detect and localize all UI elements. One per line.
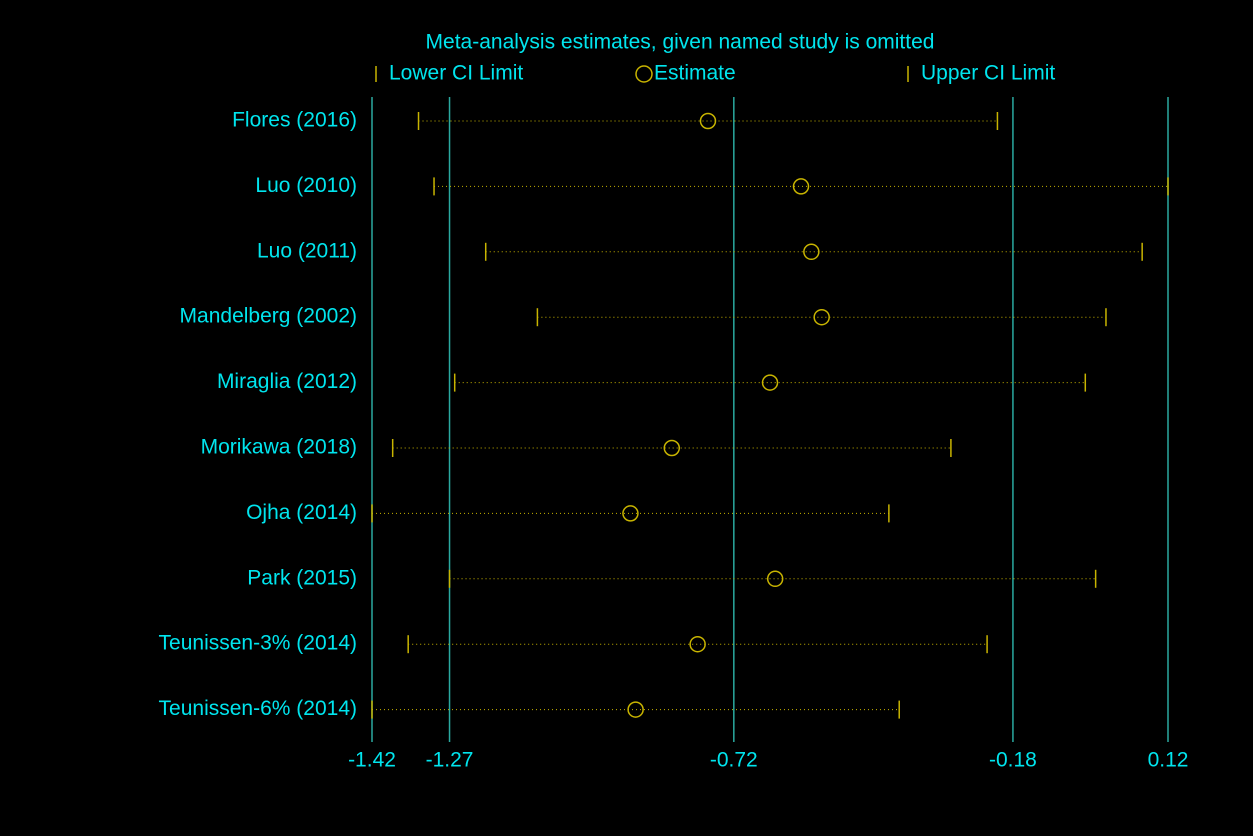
x-tick-label: 0.12	[1148, 749, 1189, 772]
chart-title: Meta-analysis estimates, given named stu…	[426, 31, 935, 54]
estimate	[803, 243, 820, 261]
legend-label: Estimate	[654, 62, 736, 85]
y-tick-label: Morikawa (2018)	[201, 436, 357, 459]
y-tick-label: Flores (2016)	[232, 109, 357, 132]
x-tick-label: -1.42	[348, 749, 396, 772]
legend-label: Upper CI Limit	[921, 62, 1055, 85]
estimate	[766, 570, 784, 588]
y-tick-label: Park (2015)	[247, 566, 357, 589]
y-tick-label: Ojha (2014)	[246, 501, 357, 524]
x-tick-label: -0.18	[989, 749, 1037, 772]
estimate	[627, 701, 644, 718]
legend-marker	[635, 65, 653, 83]
y-tick-label: Mandelberg (2002)	[180, 305, 357, 328]
estimate	[813, 308, 830, 326]
estimate	[761, 374, 779, 391]
estimate	[792, 178, 810, 195]
legend-label: Lower CI Limit	[389, 62, 523, 85]
estimate	[622, 505, 639, 522]
y-tick-label: Teunissen-6% (2014)	[159, 697, 357, 720]
x-tick-label: -1.27	[426, 749, 474, 772]
x-tick-label: -0.72	[710, 749, 758, 772]
estimate	[699, 112, 717, 130]
y-tick-label: Teunissen-3% (2014)	[159, 632, 357, 655]
y-tick-label: Luo (2010)	[255, 174, 357, 197]
y-tick-label: Luo (2011)	[257, 239, 357, 262]
estimate	[689, 635, 706, 653]
y-tick-label: Miraglia (2012)	[217, 370, 357, 393]
estimate	[663, 439, 681, 457]
